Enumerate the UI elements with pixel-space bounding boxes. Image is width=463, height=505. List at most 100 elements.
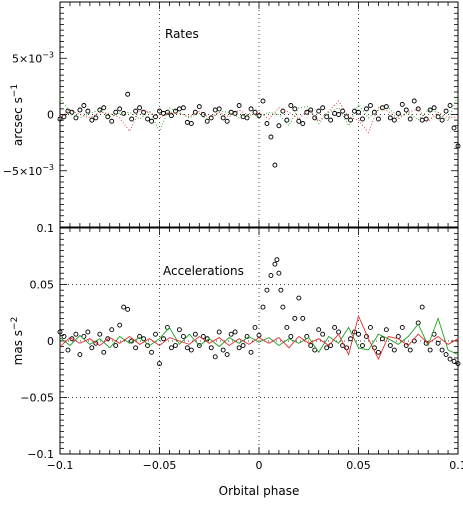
data-point-circle — [101, 105, 107, 111]
data-point-circle — [157, 361, 162, 367]
data-point-circle — [288, 334, 294, 339]
data-point-circle — [220, 347, 226, 353]
data-point-circle — [89, 345, 95, 351]
data-point-circle — [121, 304, 127, 310]
data-point-circle — [443, 108, 449, 114]
data-point-circle — [117, 322, 123, 328]
data-point-circle — [364, 106, 369, 112]
data-point-circle — [292, 106, 298, 112]
data-point-circle — [172, 343, 178, 348]
data-point-circle — [280, 108, 286, 114]
data-point-circle — [427, 347, 433, 353]
data-point-circle — [308, 343, 314, 348]
top-panel-ylabel-exponent: −1 — [10, 84, 20, 97]
data-point-circle — [455, 361, 461, 367]
data-point-circle — [168, 113, 174, 119]
data-point-circle — [73, 331, 79, 337]
data-point-circle — [176, 327, 182, 333]
data-point-circle — [248, 349, 254, 355]
data-point-circle — [391, 347, 397, 353]
data-point-circle — [77, 107, 83, 113]
data-point-circle — [371, 109, 377, 115]
data-point-circle — [383, 327, 389, 333]
data-point-circle — [336, 112, 342, 117]
y-tick-label: 5×10−3 — [12, 50, 54, 65]
x-tick-label: −0.05 — [143, 459, 177, 472]
data-point-circle — [244, 115, 250, 121]
data-point-circle — [316, 327, 322, 333]
data-point-circle — [196, 343, 202, 348]
data-point-circle — [427, 107, 433, 113]
data-point-circle — [447, 356, 453, 362]
y-tick-label: −0.1 — [27, 448, 54, 461]
data-point-circle — [316, 108, 322, 114]
data-point-circle — [97, 331, 103, 337]
y-tick-label: 0 — [47, 335, 54, 348]
data-point-circle — [439, 347, 445, 353]
y-tick-label: −0.05 — [20, 392, 54, 405]
data-point-circle — [105, 114, 111, 120]
data-point-circle — [308, 107, 314, 113]
data-point-circle — [268, 134, 274, 140]
data-point-circle — [252, 109, 258, 115]
data-point-circle — [284, 324, 290, 330]
data-point-circle — [320, 105, 326, 111]
data-point-circle — [375, 116, 381, 122]
data-point-circle — [85, 108, 91, 114]
data-point-circle — [77, 352, 83, 358]
data-point-circle — [85, 329, 91, 335]
data-point-circle — [399, 101, 405, 107]
data-point-circle — [360, 116, 365, 122]
data-point-circle — [356, 109, 361, 115]
data-point-circle — [180, 105, 186, 111]
data-point-circle — [260, 98, 266, 104]
green-series-line — [59, 94, 459, 133]
data-point-circle — [236, 103, 242, 108]
data-point-circle — [137, 334, 143, 339]
data-point-circle — [224, 352, 230, 358]
data-point-circle — [292, 315, 298, 321]
top-panel-marks — [57, 91, 461, 168]
data-point-circle — [89, 117, 95, 123]
y-tick-label: −5×10−3 — [3, 163, 54, 178]
data-point-circle — [141, 109, 147, 115]
data-point-circle — [399, 324, 405, 330]
data-point-circle — [69, 336, 75, 342]
green-series-line — [59, 317, 459, 356]
data-point-circle — [272, 162, 278, 168]
data-point-circle — [367, 103, 373, 108]
data-point-circle — [216, 329, 222, 335]
y-tick-label-mantissa: 5×10 — [12, 52, 42, 65]
data-point-circle — [57, 116, 63, 122]
data-point-circle — [188, 121, 194, 126]
top-panel-ticks — [59, 1, 459, 228]
data-point-circle — [248, 106, 254, 112]
data-point-circle — [180, 334, 186, 339]
data-point-circle — [109, 118, 115, 124]
data-point-circle — [348, 117, 353, 123]
data-point-circle — [415, 106, 421, 112]
data-point-circle — [264, 121, 270, 126]
data-point-circle — [324, 345, 330, 351]
data-point-circle — [208, 345, 214, 351]
data-point-circle — [395, 110, 401, 116]
y-tick-label-exponent: −3 — [42, 163, 54, 172]
data-point-circle — [280, 304, 286, 310]
bottom-panel-grid — [60, 228, 458, 454]
data-point-circle — [268, 273, 274, 278]
data-point-circle — [411, 98, 417, 104]
data-point-circle — [61, 114, 67, 120]
y-tick-label: 0 — [47, 109, 54, 122]
data-point-circle — [172, 108, 178, 114]
data-point-circle — [200, 334, 206, 339]
data-point-circle — [276, 123, 282, 129]
data-point-circle — [300, 315, 306, 321]
data-point-circle — [360, 343, 365, 348]
data-point-circle — [431, 105, 437, 111]
data-point-circle — [320, 331, 326, 337]
data-point-circle — [168, 345, 174, 351]
data-point-circle — [196, 104, 202, 110]
data-point-circle — [81, 103, 87, 108]
y-tick-label-mantissa: 0 — [47, 109, 54, 122]
